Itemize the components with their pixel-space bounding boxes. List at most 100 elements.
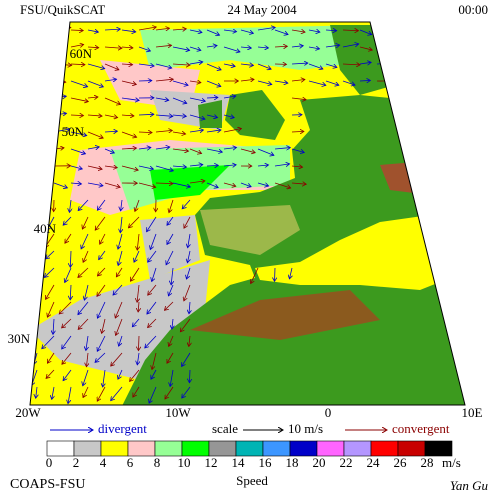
colorbar-swatch [208, 440, 237, 457]
wind-arrow [138, 335, 139, 351]
wind-arrow [152, 352, 157, 370]
wind-arrow [240, 182, 251, 187]
wind-arrow [189, 46, 201, 50]
wind-arrow [189, 165, 203, 166]
wind-arrow [308, 47, 320, 49]
wind-arrow [164, 301, 174, 310]
colorbar-tick-label: 6 [127, 455, 134, 470]
wind-arrow [155, 63, 172, 68]
wind-arrow [359, 80, 370, 81]
colorbar-swatch [343, 440, 372, 457]
wind-arrow [206, 165, 218, 166]
wind-arrow [83, 250, 89, 262]
wind-arrow [461, 46, 465, 53]
colorbar-tick-label: 24 [367, 455, 381, 470]
wind-arrow [206, 148, 222, 152]
wind-arrow [138, 301, 139, 312]
wind-arrow [274, 29, 288, 34]
wind-arrow [13, 285, 20, 297]
wind-arrow [82, 216, 89, 229]
wind-arrow [78, 199, 89, 211]
wind-arrow [120, 216, 122, 233]
wind-arrow [104, 63, 119, 70]
wind-arrow [70, 165, 82, 169]
wind-arrow [189, 114, 205, 119]
wind-arrow [53, 46, 66, 50]
wind-arrow [104, 115, 118, 118]
wind-arrow [30, 182, 37, 188]
wind-arrow [172, 166, 186, 167]
wind-arrow [342, 44, 359, 48]
wind-arrow [147, 216, 157, 232]
lon-label: 0 [325, 405, 332, 420]
wind-arrow [206, 45, 217, 47]
wind-arrow [87, 80, 103, 87]
legend-divergent: divergent [98, 421, 147, 436]
wind-arrow [308, 30, 320, 32]
wind-arrow [240, 47, 251, 48]
wind-arrow [121, 131, 137, 137]
legend-scale: scale [212, 421, 238, 436]
wind-arrow [167, 216, 174, 225]
wind-arrow [184, 284, 191, 301]
wind-arrow [223, 128, 241, 133]
wind-arrow [137, 352, 139, 365]
wind-arrow [63, 369, 72, 381]
wind-arrow [83, 386, 89, 398]
wind-arrow [86, 352, 88, 367]
wind-arrow [138, 182, 156, 187]
wind-arrow [30, 131, 32, 135]
wind-arrow [78, 318, 89, 329]
wind-arrow [13, 251, 20, 267]
wind-arrow [87, 30, 98, 32]
wind-arrow [121, 80, 136, 84]
wind-arrow [155, 165, 173, 171]
wind-arrow [113, 284, 123, 295]
colorbar-tick-label: 0 [46, 455, 53, 470]
wind-arrow [289, 267, 292, 279]
wind-arrow [155, 147, 170, 149]
lat-label: 30N [8, 331, 31, 346]
lat-label: 60N [70, 46, 93, 61]
wind-arrow [138, 114, 154, 115]
wind-arrow [182, 386, 191, 398]
wind-arrow [81, 233, 89, 249]
wind-arrow [70, 131, 87, 136]
wind-arrow [151, 369, 157, 379]
wind-arrow [30, 165, 32, 166]
wind-arrow [87, 63, 105, 69]
wind-arrow [62, 352, 72, 364]
wind-arrow [70, 64, 85, 65]
wind-arrow [274, 164, 290, 166]
wind-arrow [155, 183, 173, 184]
wind-arrow [135, 199, 140, 211]
wind-arrow [104, 29, 120, 30]
wind-arrow [70, 30, 83, 31]
wind-arrow [62, 335, 72, 349]
wind-arrow [148, 250, 157, 262]
wind-arrow [137, 233, 139, 250]
wind-arrow [308, 63, 323, 69]
colorbar-swatch [154, 440, 183, 457]
sea [255, 215, 465, 290]
wind-arrow [342, 64, 360, 65]
wind-arrow [111, 352, 123, 366]
footer-left: COAPS-FSU [10, 477, 85, 492]
wind-arrow [291, 80, 305, 81]
wind-arrow [65, 233, 72, 243]
wind-arrow [12, 387, 20, 403]
wind-arrow [342, 80, 355, 85]
wind-arrow [138, 165, 153, 169]
wind-arrow [206, 182, 218, 188]
land-relief [190, 290, 380, 340]
wind-arrow [189, 148, 202, 153]
wind-arrow [78, 301, 89, 315]
colorbar-tick-label: 4 [100, 455, 107, 470]
wind-arrow [97, 199, 106, 210]
wind-arrow [189, 30, 202, 32]
wind-arrow [206, 130, 221, 132]
wind-arrow [308, 80, 326, 85]
wind-arrow [46, 369, 55, 378]
wind-arrow [83, 369, 89, 386]
wind-arrow [100, 233, 106, 244]
